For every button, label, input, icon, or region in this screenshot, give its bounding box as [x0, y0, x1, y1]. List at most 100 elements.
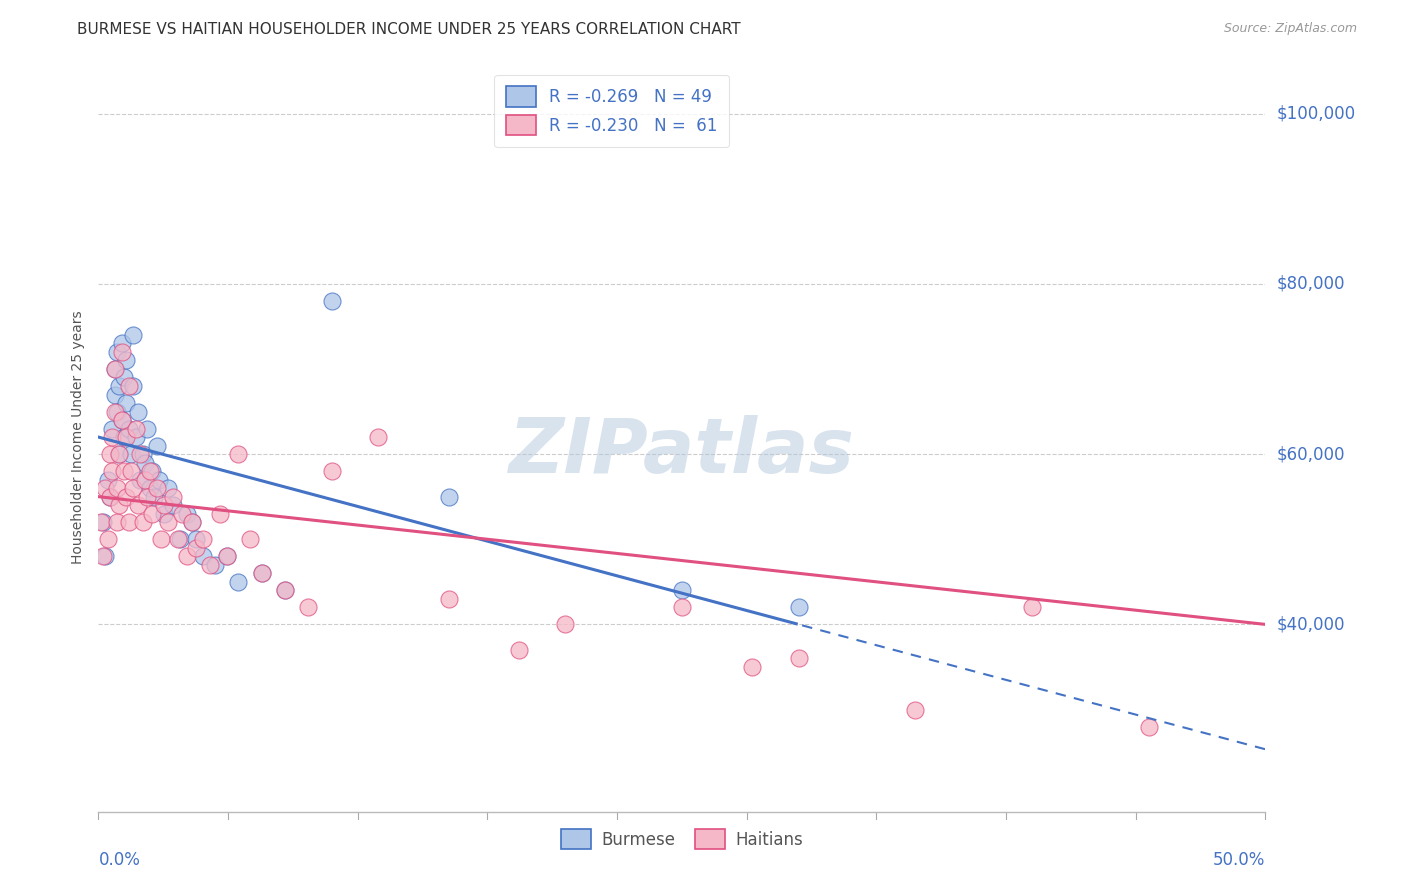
Text: BURMESE VS HAITIAN HOUSEHOLDER INCOME UNDER 25 YEARS CORRELATION CHART: BURMESE VS HAITIAN HOUSEHOLDER INCOME UN…	[77, 22, 741, 37]
Point	[297, 600, 319, 615]
Legend: Burmese, Haitians: Burmese, Haitians	[554, 822, 810, 855]
Point	[180, 515, 202, 529]
Point	[437, 591, 460, 606]
Point	[115, 430, 138, 444]
Point	[122, 481, 145, 495]
Point	[554, 617, 576, 632]
Point	[180, 515, 202, 529]
Point	[274, 583, 297, 598]
Point	[228, 447, 250, 461]
Point	[671, 583, 693, 598]
Point	[508, 643, 530, 657]
Point	[437, 490, 460, 504]
Point	[250, 566, 273, 581]
Point	[111, 345, 134, 359]
Point	[186, 541, 208, 555]
Point	[129, 447, 152, 461]
Point	[141, 507, 163, 521]
Point	[215, 549, 238, 564]
Point	[115, 396, 138, 410]
Point	[367, 430, 389, 444]
Point	[104, 362, 127, 376]
Point	[321, 464, 343, 478]
Point	[98, 490, 121, 504]
Point	[904, 702, 927, 716]
Point	[139, 464, 162, 478]
Point	[136, 490, 159, 504]
Point	[111, 413, 134, 427]
Point	[125, 430, 148, 444]
Point	[143, 490, 166, 504]
Point	[1021, 600, 1043, 615]
Point	[122, 327, 145, 342]
Point	[108, 379, 131, 393]
Point	[208, 507, 231, 521]
Point	[104, 387, 127, 401]
Point	[148, 473, 170, 487]
Point	[162, 498, 184, 512]
Point	[90, 515, 112, 529]
Point	[134, 456, 156, 470]
Y-axis label: Householder Income Under 25 years: Householder Income Under 25 years	[70, 310, 84, 564]
Point	[111, 413, 134, 427]
Text: $100,000: $100,000	[1277, 104, 1355, 122]
Point	[101, 430, 124, 444]
Point	[127, 404, 149, 418]
Point	[166, 533, 188, 547]
Point	[157, 515, 180, 529]
Point	[97, 533, 120, 547]
Point	[136, 421, 159, 435]
Point	[91, 549, 114, 564]
Point	[200, 558, 222, 572]
Point	[120, 464, 142, 478]
Point	[176, 507, 198, 521]
Point	[139, 481, 162, 495]
Point	[162, 490, 184, 504]
Text: $40,000: $40,000	[1277, 615, 1346, 633]
Point	[169, 533, 191, 547]
Point	[115, 353, 138, 368]
Point	[105, 345, 128, 359]
Point	[104, 404, 127, 418]
Point	[787, 651, 810, 665]
Point	[239, 533, 262, 547]
Point	[91, 515, 114, 529]
Point	[112, 370, 135, 384]
Point	[112, 464, 135, 478]
Point	[176, 549, 198, 564]
Point	[146, 439, 169, 453]
Point	[228, 574, 250, 589]
Point	[115, 490, 138, 504]
Point	[186, 533, 208, 547]
Point	[125, 421, 148, 435]
Point	[157, 481, 180, 495]
Point	[204, 558, 226, 572]
Point	[321, 293, 343, 308]
Point	[127, 498, 149, 512]
Point	[193, 549, 215, 564]
Point	[105, 404, 128, 418]
Point	[98, 490, 121, 504]
Point	[118, 379, 141, 393]
Point	[787, 600, 810, 615]
Point	[98, 447, 121, 461]
Point	[94, 481, 117, 495]
Point	[108, 447, 131, 461]
Point	[172, 507, 194, 521]
Point	[129, 473, 152, 487]
Point	[111, 336, 134, 351]
Point	[101, 421, 124, 435]
Point	[108, 498, 131, 512]
Point	[215, 549, 238, 564]
Point	[112, 430, 135, 444]
Point	[108, 447, 131, 461]
Point	[741, 660, 763, 674]
Point	[134, 473, 156, 487]
Point	[671, 600, 693, 615]
Point	[250, 566, 273, 581]
Point	[118, 515, 141, 529]
Point	[118, 421, 141, 435]
Text: $60,000: $60,000	[1277, 445, 1346, 463]
Point	[152, 498, 174, 512]
Point	[105, 481, 128, 495]
